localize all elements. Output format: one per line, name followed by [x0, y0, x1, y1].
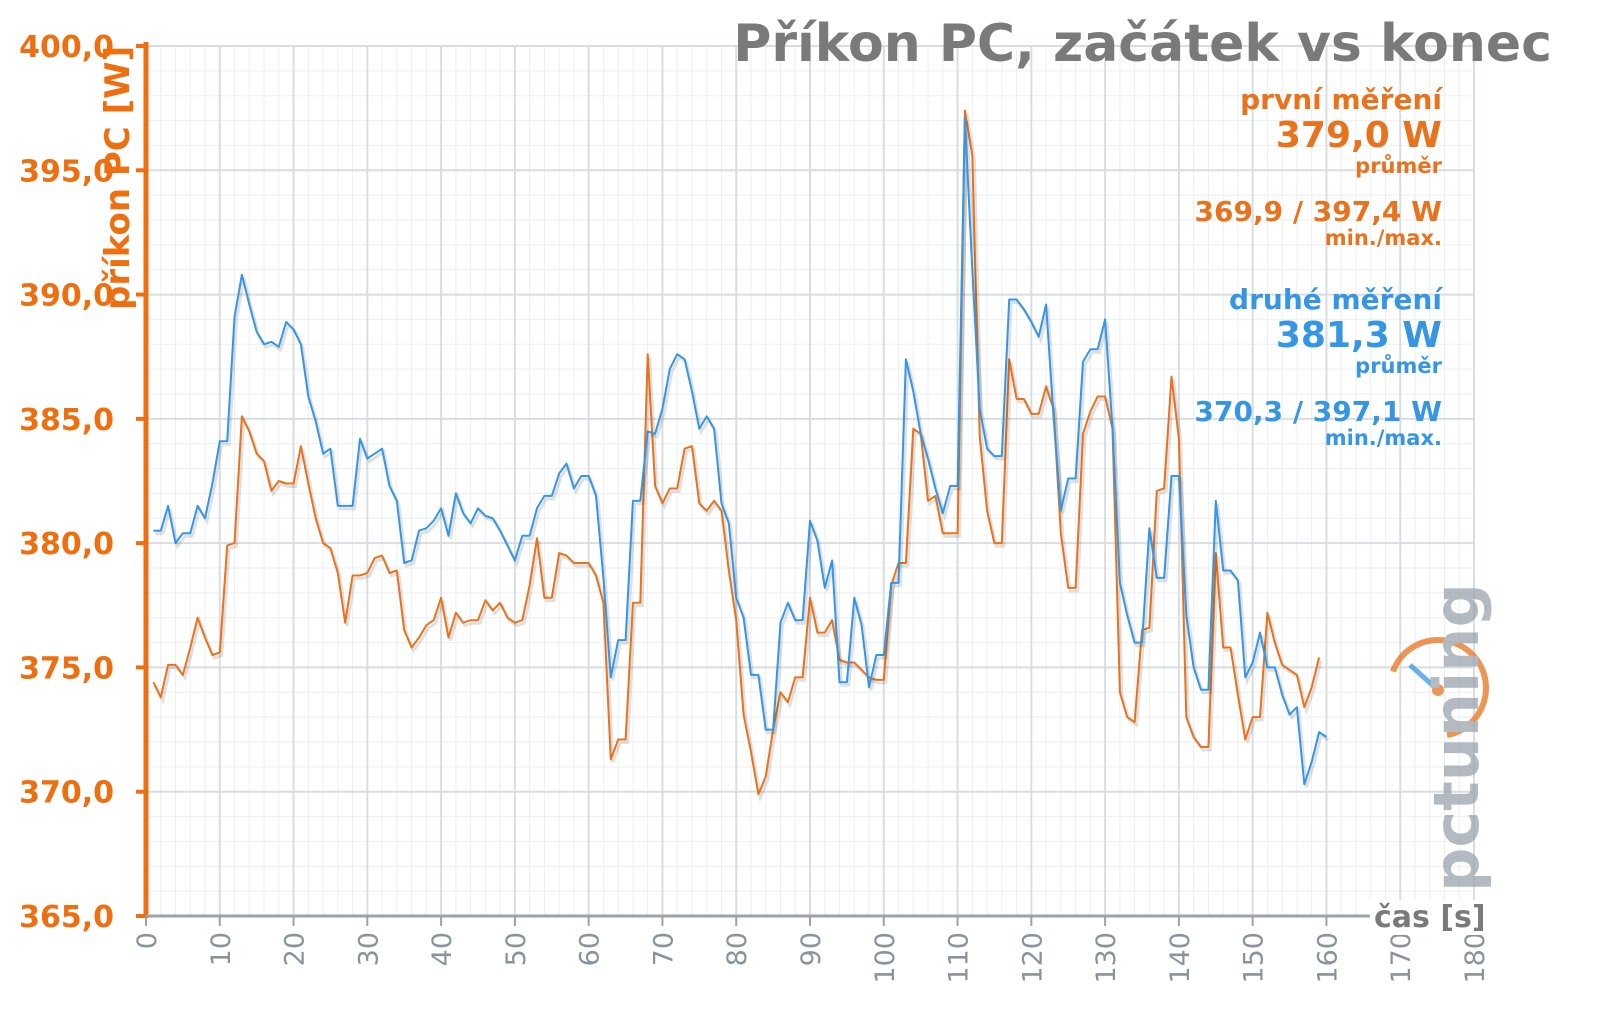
x-tick-label: 170 — [1386, 932, 1417, 984]
series-2-minmax-label: min./max. — [1324, 426, 1442, 450]
y-tick-label: 375,0 — [19, 651, 114, 686]
x-tick-label: 150 — [1239, 932, 1270, 984]
y-tick-label: 380,0 — [19, 527, 114, 562]
series-2-avg-label: průměr — [1355, 354, 1442, 378]
series-1-avg: 379,0 W — [1275, 115, 1442, 156]
y-tick-label: 400,0 — [19, 30, 114, 65]
series-1-minmax-label: min./max. — [1324, 226, 1442, 250]
x-tick-label: 80 — [722, 932, 753, 966]
series-2-avg: 381,3 W — [1275, 315, 1442, 356]
x-tick-label: 110 — [944, 932, 975, 984]
gauge-icon — [1387, 637, 1489, 739]
y-tick-label: 395,0 — [19, 154, 114, 189]
x-axis-label: čas [s] — [1370, 900, 1490, 935]
x-tick-label: 90 — [796, 932, 827, 966]
pctuning-watermark: pctuning — [1387, 583, 1493, 892]
x-tick-label: 160 — [1312, 932, 1343, 984]
y-tick-label: 365,0 — [19, 900, 114, 935]
x-tick-label: 120 — [1017, 932, 1048, 984]
y-tick-label: 385,0 — [19, 403, 114, 438]
x-tick-label: 140 — [1165, 932, 1196, 984]
series-1-minmax: 369,9 / 397,4 W — [1194, 195, 1443, 228]
series-1-line — [152, 109, 1321, 796]
gauge-needle — [1408, 663, 1440, 692]
watermark-text: pctuning — [1420, 583, 1493, 892]
chart-title: Příkon PC, začátek vs konec — [733, 14, 1552, 74]
x-tick-label: 100 — [870, 932, 901, 984]
y-tick-label: 390,0 — [19, 279, 114, 314]
x-tick-label: 40 — [427, 932, 458, 966]
x-tick-label: 50 — [501, 932, 532, 966]
series-2-legend: druhé měření 381,3 W průměr 370,3 / 397,… — [1194, 283, 1443, 450]
x-tick-label: 20 — [280, 932, 311, 966]
y-axis-label: příkon PC [W] — [98, 45, 138, 310]
series-2-name: druhé měření — [1229, 283, 1442, 316]
series-1-name: první měření — [1240, 83, 1442, 116]
y-tick-label: 370,0 — [19, 776, 114, 811]
series-1-legend: první měření 379,0 W průměr 369,9 / 397,… — [1194, 83, 1443, 250]
series-2-minmax: 370,3 / 397,1 W — [1194, 395, 1443, 428]
x-tick-label: 60 — [575, 932, 606, 966]
x-tick-label: 10 — [206, 932, 237, 966]
series-1-shadow — [154, 113, 1323, 803]
series-1-avg-label: průměr — [1355, 154, 1442, 178]
x-tick-label: 180 — [1460, 932, 1491, 984]
x-tick-label: 130 — [1091, 932, 1122, 984]
series-2-line — [153, 117, 1327, 786]
x-tick-label: 0 — [132, 932, 163, 949]
x-tick-label: 70 — [648, 932, 679, 966]
x-tick-label: 30 — [353, 932, 384, 966]
